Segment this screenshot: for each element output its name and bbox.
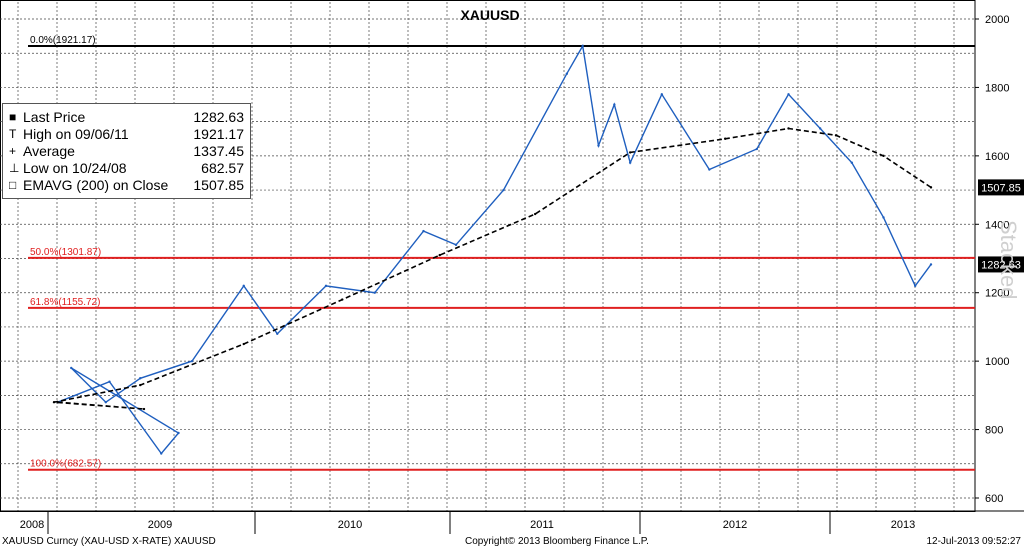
ema-point [787,127,790,130]
price-point [190,359,194,363]
legend-label: Last Price [23,109,86,125]
watermark-text: Stacked [996,220,1021,300]
ema-point [139,383,142,387]
price-point [787,93,790,96]
price-point [818,127,822,130]
price-point [324,284,328,288]
legend-value: 682.57 [201,160,244,176]
price-point [177,431,180,435]
ema-point [533,212,537,216]
axis-badge [978,179,1024,196]
price-point [581,44,584,48]
footer-copyright: Copyright© 2013 Bloomberg Finance L.P. [465,536,649,547]
legend-row-high: T High on 09/06/11 1921.17 [9,126,244,143]
fib-label: 61.8%(1155.72) [30,297,100,308]
y-tick-label: 1000 [985,356,1009,368]
footer-ticker: XAUUSD Curncy (XAU-USD X-RATE) XAUUSD [2,536,216,547]
price-point [70,366,73,370]
price-point [276,332,279,335]
x-year-label: 2008 [20,519,44,531]
chart-title: XAUUSD [460,7,519,23]
footer-timestamp: 12-Jul-2013 09:52:27 [926,536,1021,547]
fib-label: 0.0%(1921.17) [30,35,96,46]
price-point [660,93,664,96]
price-point [850,161,854,164]
ema-point [882,154,885,158]
emavg-marker-icon: □ [9,178,17,192]
axis-badge-label: 1507.85 [981,182,1021,194]
x-year-label: 2010 [338,519,362,531]
price-point [502,188,505,192]
ema-point [142,407,146,411]
ema-point [834,134,838,137]
grid-layer [0,0,976,512]
price-point [929,263,933,266]
average-marker-icon: + [9,144,17,158]
x-year-label: 2012 [723,519,747,531]
y-tick-label: 600 [985,493,1003,505]
y-tick-label: 1200 [985,288,1009,300]
price-point [108,380,111,383]
fib-layer: 0.0%(1921.17) 50.0%(1301.87) 61.8%(1155.72… [28,35,975,471]
legend-row-last-price: ■ Last Price 1282.63 [9,109,244,126]
ema-point [723,137,727,140]
price-point [104,401,107,404]
price-point [597,144,600,147]
x-year-label: 2009 [148,519,172,531]
price-point [613,103,616,106]
y-tick-label: 2000 [985,14,1009,26]
price-point [913,284,917,288]
ema-point [929,186,933,189]
y-tick-label: 800 [985,425,1003,437]
legend-box: ■ Last Price 1282.63 T High on 09/06/11 … [2,103,251,199]
y-tick-label: 1800 [985,82,1009,94]
plot-frame [0,0,976,512]
legend-label: High on 09/06/11 [23,126,129,142]
legend-row-low: ⊥ Low on 10/24/08 682.57 [9,160,244,177]
ema-point [628,151,632,154]
axis-badge [978,256,1024,273]
x-year-label: 2013 [891,519,915,531]
legend-value: 1921.17 [193,126,244,142]
legend-label: Low on 10/24/08 [23,160,127,176]
legend-label: EMAVG (200) on Close [23,177,169,193]
ema-point [341,298,344,301]
legend-value: 1282.63 [193,109,244,125]
price-point [242,284,245,288]
price-point [708,168,711,171]
axis-badge-label: 1282.63 [981,259,1021,271]
legend-value: 1507.85 [193,177,244,193]
series-layer [52,43,933,455]
price-point [139,377,142,380]
price-point [373,291,376,294]
ema-series-line [53,127,932,410]
low-marker-icon: ⊥ [9,161,20,175]
ema-point [242,342,245,346]
legend-row-average: + Average 1337.45 [9,143,244,160]
square-icon: ■ [9,110,17,124]
ema-point [56,401,59,404]
legend-value: 1337.45 [193,143,244,159]
price-point [882,216,885,219]
x-year-label: 2011 [530,519,554,531]
price-point [454,243,458,247]
fib-label: 100.0%(682.57) [30,459,101,470]
legend-row-emavg: □ EMAVG (200) on Close 1507.85 [9,177,244,194]
price-point [565,72,569,75]
y-tick-label: 1600 [985,151,1009,163]
price-point [755,147,759,151]
y-tick-label: 1400 [985,219,1009,231]
price-point [422,229,425,233]
high-marker-icon: T [9,127,17,141]
ema-point [438,253,441,257]
price-point [160,452,163,455]
ema-point [52,401,56,404]
axis-layer: 600 800 1000 1200 1400 1600 1800 2000 2008 2009 20… [0,14,1024,534]
price-point [628,161,632,164]
legend-label: Average [23,143,75,159]
fib-label: 50.0%(1301.87) [30,247,101,258]
